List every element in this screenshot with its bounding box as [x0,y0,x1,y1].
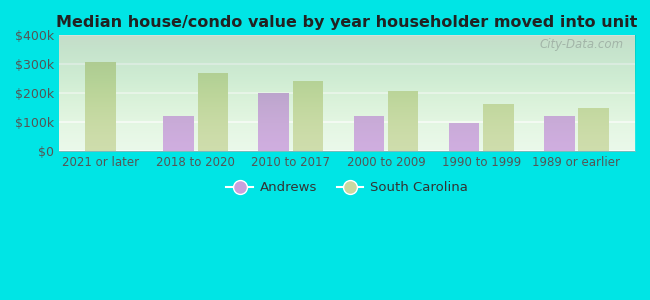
Bar [354,116,384,151]
Bar [388,91,419,151]
Legend: Andrews, South Carolina: Andrews, South Carolina [221,176,473,200]
Bar [544,116,575,151]
Bar [85,62,116,151]
Bar [163,116,194,151]
Bar [259,93,289,151]
Bar [449,123,479,151]
Bar [198,74,228,151]
Text: City-Data.com: City-Data.com [540,38,623,51]
Title: Median house/condo value by year householder moved into unit: Median house/condo value by year househo… [57,15,638,30]
Bar [292,81,323,151]
Bar [483,104,514,151]
Bar [578,108,609,151]
